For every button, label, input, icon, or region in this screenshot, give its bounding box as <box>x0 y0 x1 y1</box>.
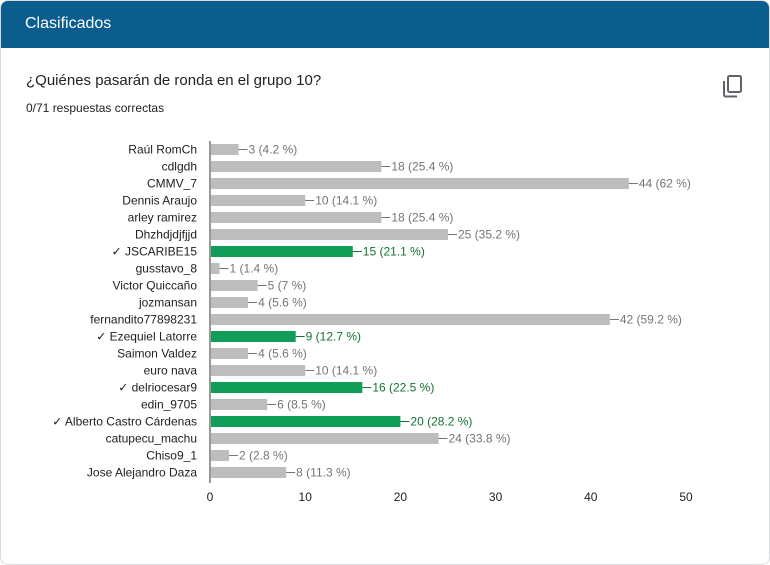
x-tick-label: 20 <box>394 490 408 504</box>
data-label: 2 (2.8 %) <box>239 449 288 463</box>
category-label: Saimon Valdez <box>117 347 197 361</box>
category-label: euro nava <box>144 364 198 378</box>
data-label: 16 (22.5 %) <box>372 381 434 395</box>
data-label: 3 (4.2 %) <box>249 143 298 157</box>
data-label: 18 (25.4 %) <box>391 211 453 225</box>
bar-correct <box>211 331 296 342</box>
bar <box>211 280 258 291</box>
data-label: 4 (5.6 %) <box>258 347 307 361</box>
data-label: 9 (12.7 %) <box>306 330 361 344</box>
x-tick-label: 30 <box>489 490 503 504</box>
category-label: gusstavo_8 <box>136 262 198 276</box>
category-label: ✓ Alberto Castro Cárdenas <box>52 415 197 429</box>
x-tick-label: 40 <box>584 490 598 504</box>
data-label: 42 (59.2 %) <box>620 313 682 327</box>
data-label: 25 (35.2 %) <box>458 228 520 242</box>
bar <box>211 314 610 325</box>
bar <box>211 348 249 359</box>
bar <box>211 399 268 410</box>
correct-answers-count: 0/71 respuestas correctas <box>26 101 165 115</box>
bar <box>211 212 382 223</box>
bar-correct <box>211 246 353 257</box>
bar <box>211 433 439 444</box>
data-label: 8 (11.3 %) <box>296 466 350 480</box>
bar <box>211 450 230 461</box>
header-bar: Clasificados <box>1 1 769 48</box>
bar <box>211 144 239 155</box>
data-label: 15 (21.1 %) <box>363 245 425 259</box>
bar <box>211 178 629 189</box>
category-label: ✓ delriocesar9 <box>118 381 197 395</box>
bar <box>211 263 220 274</box>
data-label: 24 (33.8 %) <box>448 432 510 446</box>
data-label: 10 (14.1 %) <box>315 364 377 378</box>
bar <box>211 161 382 172</box>
data-label: 6 (8.5 %) <box>277 398 326 412</box>
category-label: CMMV_7 <box>147 177 197 191</box>
x-tick-label: 10 <box>299 490 313 504</box>
bar <box>211 365 306 376</box>
bar <box>211 297 249 308</box>
bar-chart: 0 10 20 30 40 50 Raúl RomCh 3 (4.2 %) cdlgdh 18 (… <box>52 141 693 504</box>
category-label: Raúl RomCh <box>128 143 197 157</box>
data-label: 18 (25.4 %) <box>391 160 453 174</box>
category-label: edin_9705 <box>141 398 197 412</box>
section-title: Clasificados <box>25 15 112 32</box>
bar <box>211 467 287 478</box>
bar-correct <box>211 382 363 393</box>
category-label: Dennis Araujo <box>122 194 197 208</box>
category-label: arley ramirez <box>128 211 197 225</box>
category-label: fernandito77898231 <box>90 313 197 327</box>
data-label: 4 (5.6 %) <box>258 296 307 310</box>
category-label: ✓ Ezequiel Latorre <box>96 330 197 344</box>
category-label: ✓ JSCARIBE15 <box>112 245 198 259</box>
question-title: ¿Quiénes pasarán de ronda en el grupo 10… <box>26 72 322 89</box>
x-tick-label: 50 <box>679 490 693 504</box>
data-label: 5 (7 %) <box>268 279 307 293</box>
x-tick-label: 0 <box>207 490 214 504</box>
data-label: 20 (28.2 %) <box>410 415 472 429</box>
category-label: catupecu_machu <box>106 432 197 446</box>
copy-icon <box>723 75 742 98</box>
data-label: 44 (62 %) <box>639 177 691 191</box>
bar <box>211 195 306 206</box>
data-label: 1 (1.4 %) <box>230 262 279 276</box>
category-label: Dhzhdjdjfjjd <box>135 228 197 242</box>
category-label: cdlgdh <box>162 160 197 174</box>
data-label: 10 (14.1 %) <box>315 194 377 208</box>
category-label: Chiso9_1 <box>146 449 197 463</box>
bar <box>211 229 448 240</box>
copy-chart-button[interactable] <box>719 72 747 100</box>
category-label: Victor Quiccaño <box>113 279 198 293</box>
category-label: jozmansan <box>138 296 197 310</box>
category-label: Jose Alejandro Daza <box>87 466 197 480</box>
bar-correct <box>211 416 401 427</box>
